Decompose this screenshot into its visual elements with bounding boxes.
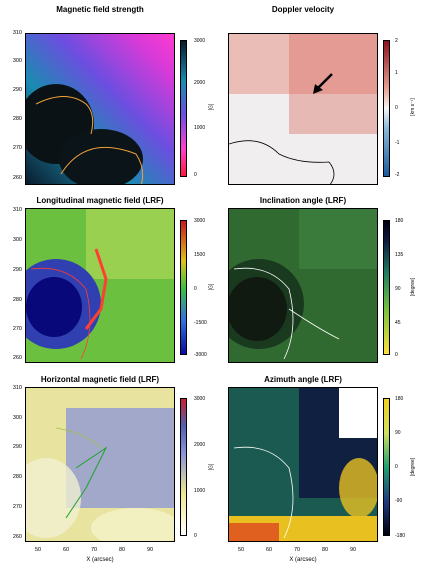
y-tick: 280	[12, 116, 22, 122]
colorbar-unit: [degree]	[410, 277, 417, 297]
colorbar-tick: 180	[395, 218, 404, 224]
colorbar-tick: -3000	[194, 352, 207, 358]
colorbar	[383, 40, 390, 177]
x-tick: 70	[90, 547, 98, 553]
colorbar-unit: [G]	[208, 103, 215, 111]
colorbar	[180, 398, 187, 536]
colorbar-unit: [G]	[208, 463, 215, 471]
y-tick: 260	[12, 175, 22, 181]
y-tick: 290	[12, 267, 22, 273]
x-tick: 50	[34, 547, 42, 553]
y-tick: 290	[12, 87, 22, 93]
y-tick: 270	[12, 145, 22, 151]
x-tick: 50	[237, 547, 245, 553]
colorbar-tick: 3000	[194, 218, 206, 224]
y-tick: 310	[12, 207, 22, 213]
y-tick: 310	[12, 30, 22, 36]
panel-title: Horizontal magnetic field (LRF)	[40, 375, 160, 384]
colorbar-tick: 1500	[194, 252, 206, 258]
colorbar-tick: 0	[395, 464, 398, 470]
y-tick: 270	[12, 504, 22, 510]
x-tick: 60	[265, 547, 273, 553]
y-tick: 290	[12, 444, 22, 450]
colorbar-tick: 0	[194, 533, 197, 539]
map-image	[25, 33, 175, 185]
colorbar-tick: -1	[395, 140, 400, 146]
colorbar-tick: 0	[194, 286, 197, 292]
x-tick: 80	[118, 547, 126, 553]
colorbar-tick: 90	[395, 286, 401, 292]
panel-title: Doppler velocity	[271, 5, 335, 14]
colorbar-tick: 0	[395, 105, 398, 111]
y-tick: 260	[12, 355, 22, 361]
colorbar-tick: -90	[395, 498, 403, 504]
map-image	[25, 387, 175, 542]
x-axis-label: X (arcsec)	[289, 557, 317, 563]
colorbar-tick: -2	[395, 172, 400, 178]
colorbar-tick: 1000	[194, 125, 206, 131]
x-axis-label: X (arcsec)	[86, 557, 114, 563]
panel-title: Magnetic field strength	[56, 5, 144, 14]
colorbar	[180, 220, 187, 355]
colorbar-unit: [G]	[208, 283, 215, 291]
y-tick: 270	[12, 326, 22, 332]
x-tick: 70	[293, 547, 301, 553]
colorbar-tick: 2000	[194, 442, 206, 448]
colorbar-tick: -180	[395, 533, 406, 539]
colorbar	[383, 398, 390, 536]
x-tick: 90	[146, 547, 154, 553]
colorbar-tick: 180	[395, 396, 404, 402]
x-tick: 60	[62, 547, 70, 553]
panel-title: Longitudinal magnetic field (LRF)	[36, 196, 164, 205]
colorbar-tick: 0	[395, 352, 398, 358]
y-tick: 300	[12, 237, 22, 243]
colorbar-tick: 3000	[194, 396, 206, 402]
map-image	[228, 387, 378, 542]
y-tick: 300	[12, 58, 22, 64]
colorbar-tick: -1500	[194, 320, 207, 326]
y-tick: 280	[12, 474, 22, 480]
y-tick: 300	[12, 415, 22, 421]
colorbar	[383, 220, 390, 355]
colorbar-tick: 135	[395, 252, 404, 258]
colorbar-tick: 2	[395, 38, 398, 44]
colorbar-tick: 90	[395, 430, 401, 436]
colorbar-tick: 3000	[194, 38, 206, 44]
colorbar-tick: 0	[194, 172, 197, 178]
colorbar-unit: [km s⁻¹]	[409, 98, 416, 116]
colorbar	[180, 40, 187, 177]
map-image	[25, 208, 175, 363]
colorbar-unit: [degree]	[410, 457, 417, 477]
y-tick: 310	[12, 385, 22, 391]
map-image	[228, 208, 378, 363]
y-tick: 280	[12, 297, 22, 303]
x-tick: 90	[349, 547, 357, 553]
colorbar-tick: 1	[395, 70, 398, 76]
panel-title: Azimuth angle (LRF)	[264, 375, 342, 384]
colorbar-tick: 45	[395, 320, 401, 326]
x-tick: 80	[321, 547, 329, 553]
y-tick: 260	[12, 534, 22, 540]
colorbar-tick: 2000	[194, 80, 206, 86]
colorbar-tick: 1000	[194, 488, 206, 494]
map-image	[228, 33, 378, 185]
panel-title: Inclination angle (LRF)	[259, 196, 347, 205]
